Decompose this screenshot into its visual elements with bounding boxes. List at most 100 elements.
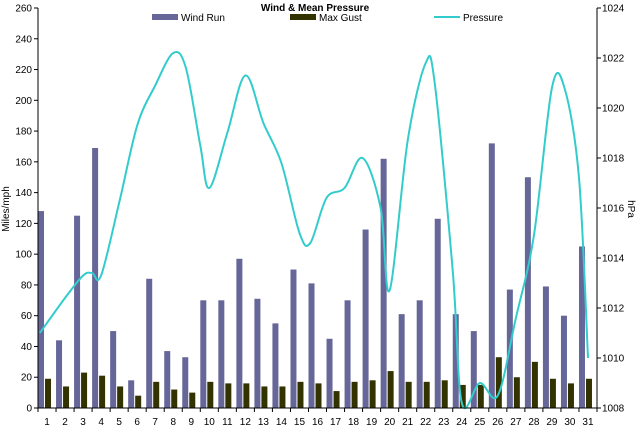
max-gust-bar bbox=[387, 371, 394, 408]
max-gust-bar bbox=[369, 380, 376, 408]
y-tick-label: 60 bbox=[21, 311, 33, 322]
y-tick-label: 120 bbox=[15, 219, 32, 230]
x-tick-label: 30 bbox=[564, 417, 576, 428]
max-gust-bar bbox=[477, 384, 484, 408]
x-tick-label: 6 bbox=[134, 417, 140, 428]
y-tick-label: 160 bbox=[15, 157, 32, 168]
wind-run-bar bbox=[218, 300, 225, 408]
max-gust-bar bbox=[81, 372, 88, 408]
y2-tick-label: 1008 bbox=[602, 404, 625, 415]
max-gust-bar bbox=[189, 392, 196, 408]
x-tick-label: 3 bbox=[80, 417, 86, 428]
wind-run-bar bbox=[110, 331, 117, 408]
wind-run-bar bbox=[578, 246, 585, 408]
wind-run-bar bbox=[200, 300, 207, 408]
legend-swatch-wind-run bbox=[152, 14, 178, 20]
x-tick-label: 8 bbox=[170, 417, 176, 428]
max-gust-bar bbox=[207, 381, 214, 408]
max-gust-bar bbox=[135, 395, 142, 408]
x-tick-label: 21 bbox=[402, 417, 414, 428]
x-tick-label: 16 bbox=[312, 417, 324, 428]
x-tick-label: 17 bbox=[330, 417, 342, 428]
y-tick-label: 100 bbox=[15, 250, 32, 261]
max-gust-bar bbox=[63, 386, 70, 408]
max-gust-bar bbox=[279, 386, 286, 408]
legend-label: Wind Run bbox=[181, 13, 225, 24]
y2-tick-label: 1010 bbox=[602, 354, 625, 365]
wind-run-bar bbox=[560, 315, 567, 408]
max-gust-bar bbox=[225, 383, 232, 408]
x-tick-label: 4 bbox=[98, 417, 104, 428]
wind-run-bar bbox=[452, 314, 459, 408]
max-gust-bar bbox=[99, 375, 106, 408]
max-gust-bar bbox=[495, 357, 502, 408]
wind-run-bar bbox=[38, 211, 45, 408]
x-tick-label: 2 bbox=[62, 417, 68, 428]
wind-run-bar bbox=[254, 298, 261, 408]
x-tick-label: 13 bbox=[258, 417, 270, 428]
x-tick-label: 28 bbox=[528, 417, 540, 428]
max-gust-bar bbox=[297, 381, 304, 408]
max-gust-bar bbox=[405, 381, 412, 408]
x-tick-label: 7 bbox=[152, 417, 158, 428]
x-tick-label: 11 bbox=[222, 417, 233, 428]
max-gust-bar bbox=[459, 384, 466, 408]
max-gust-bar bbox=[441, 380, 448, 408]
x-tick-label: 23 bbox=[438, 417, 450, 428]
wind-run-bar bbox=[326, 338, 333, 408]
max-gust-bar bbox=[585, 378, 592, 408]
y2-tick-label: 1012 bbox=[602, 304, 625, 315]
max-gust-bar bbox=[153, 381, 160, 408]
x-tick-label: 18 bbox=[348, 417, 360, 428]
wind-run-bar bbox=[488, 143, 495, 408]
max-gust-bar bbox=[333, 391, 340, 408]
wind-run-bar bbox=[128, 380, 135, 408]
pressure-line bbox=[38, 50, 589, 409]
wind-run-bar bbox=[146, 278, 153, 408]
x-tick-label: 20 bbox=[384, 417, 396, 428]
x-tick-label: 9 bbox=[188, 417, 194, 428]
chart-title: Wind & Mean Pressure bbox=[261, 3, 370, 14]
y-tick-label: 140 bbox=[15, 188, 32, 199]
axes-layer: 0204060801001201401601802002202402601008… bbox=[15, 4, 624, 429]
x-tick-label: 22 bbox=[420, 417, 432, 428]
legend-label: Max Gust bbox=[319, 13, 362, 24]
x-tick-label: 12 bbox=[240, 417, 252, 428]
wind-run-bar bbox=[542, 286, 549, 408]
wind-run-bar bbox=[524, 177, 531, 408]
x-tick-label: 29 bbox=[546, 417, 558, 428]
max-gust-bar bbox=[423, 381, 430, 408]
legend-label: Pressure bbox=[463, 13, 503, 24]
y-tick-label: 20 bbox=[21, 373, 33, 384]
wind-run-bar bbox=[434, 218, 441, 408]
x-tick-label: 14 bbox=[276, 417, 288, 428]
x-tick-label: 10 bbox=[204, 417, 216, 428]
legend-swatch-max-gust bbox=[290, 14, 316, 20]
y-tick-label: 40 bbox=[21, 342, 33, 353]
line-layer bbox=[38, 50, 589, 409]
x-tick-label: 26 bbox=[492, 417, 504, 428]
wind-run-bar bbox=[344, 300, 351, 408]
y-tick-label: 80 bbox=[21, 280, 33, 291]
max-gust-bar bbox=[243, 383, 250, 408]
max-gust-bar bbox=[315, 383, 322, 408]
y-axis-label: Miles/mph bbox=[1, 186, 12, 232]
wind-run-bar bbox=[470, 331, 477, 408]
wind-run-bar bbox=[272, 323, 279, 408]
max-gust-bar bbox=[261, 386, 268, 408]
y2-tick-label: 1024 bbox=[602, 4, 625, 15]
wind-run-bar bbox=[362, 229, 369, 408]
x-tick-label: 15 bbox=[294, 417, 306, 428]
max-gust-bar bbox=[171, 389, 178, 408]
max-gust-bar bbox=[45, 378, 52, 408]
max-gust-bar bbox=[117, 386, 124, 408]
wind-run-bar bbox=[308, 283, 315, 408]
wind-run-bar bbox=[398, 314, 405, 408]
y2-tick-label: 1022 bbox=[602, 54, 625, 65]
wind-run-bar bbox=[182, 357, 189, 408]
max-gust-bar bbox=[351, 381, 358, 408]
x-tick-label: 1 bbox=[44, 417, 50, 428]
max-gust-bar bbox=[549, 378, 556, 408]
y2-tick-label: 1020 bbox=[602, 104, 625, 115]
